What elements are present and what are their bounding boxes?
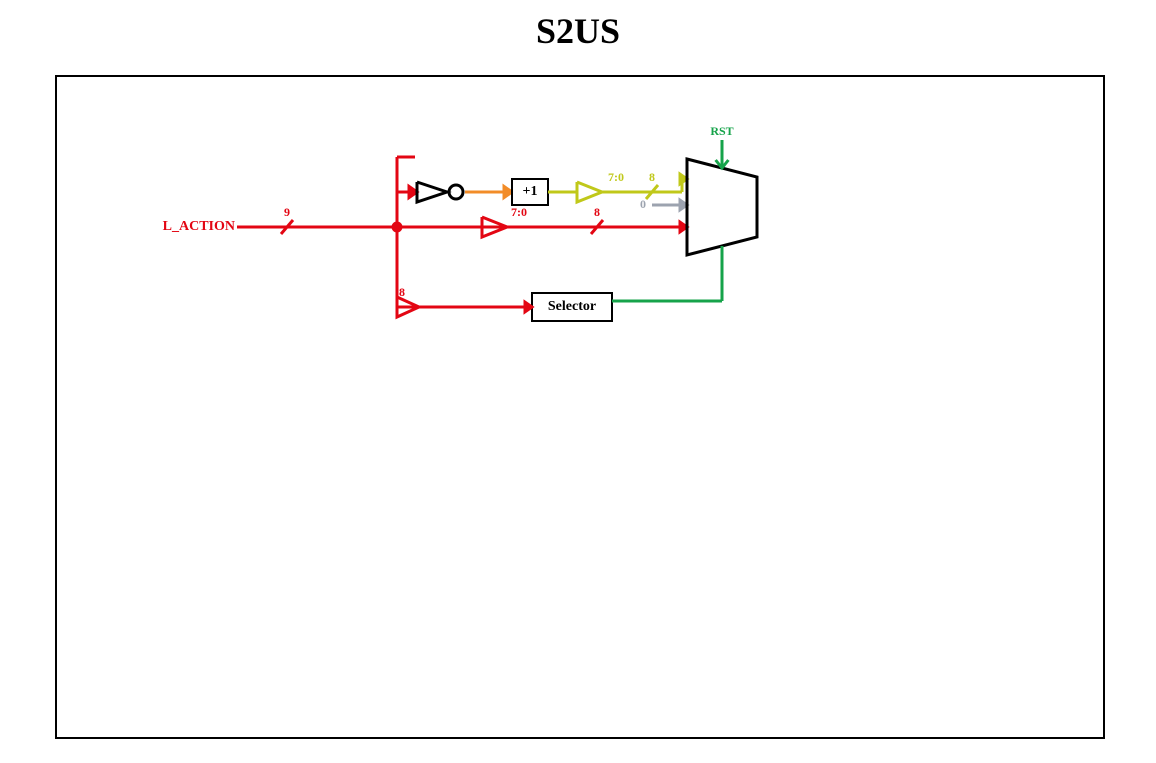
svg-text:9: 9 [284, 205, 290, 219]
svg-text:0: 0 [640, 197, 646, 211]
svg-text:7:0: 7:0 [511, 205, 527, 219]
diagram-svg: L_ACTION9+17:087:080RSTSelector8 [57, 77, 1103, 737]
page-root: S2US L_ACTION9+17:087:080RSTSelector8 [0, 0, 1156, 763]
svg-text:+1: +1 [523, 184, 538, 199]
diagram-title: S2US [0, 10, 1156, 52]
svg-text:8: 8 [594, 205, 600, 219]
diagram-frame: L_ACTION9+17:087:080RSTSelector8 [55, 75, 1105, 739]
l-action-label: L_ACTION [163, 219, 235, 234]
svg-text:Selector: Selector [548, 299, 596, 314]
svg-text:8: 8 [649, 170, 655, 184]
svg-text:8: 8 [399, 285, 405, 299]
svg-text:7:0: 7:0 [608, 170, 624, 184]
svg-text:RST: RST [710, 124, 733, 138]
